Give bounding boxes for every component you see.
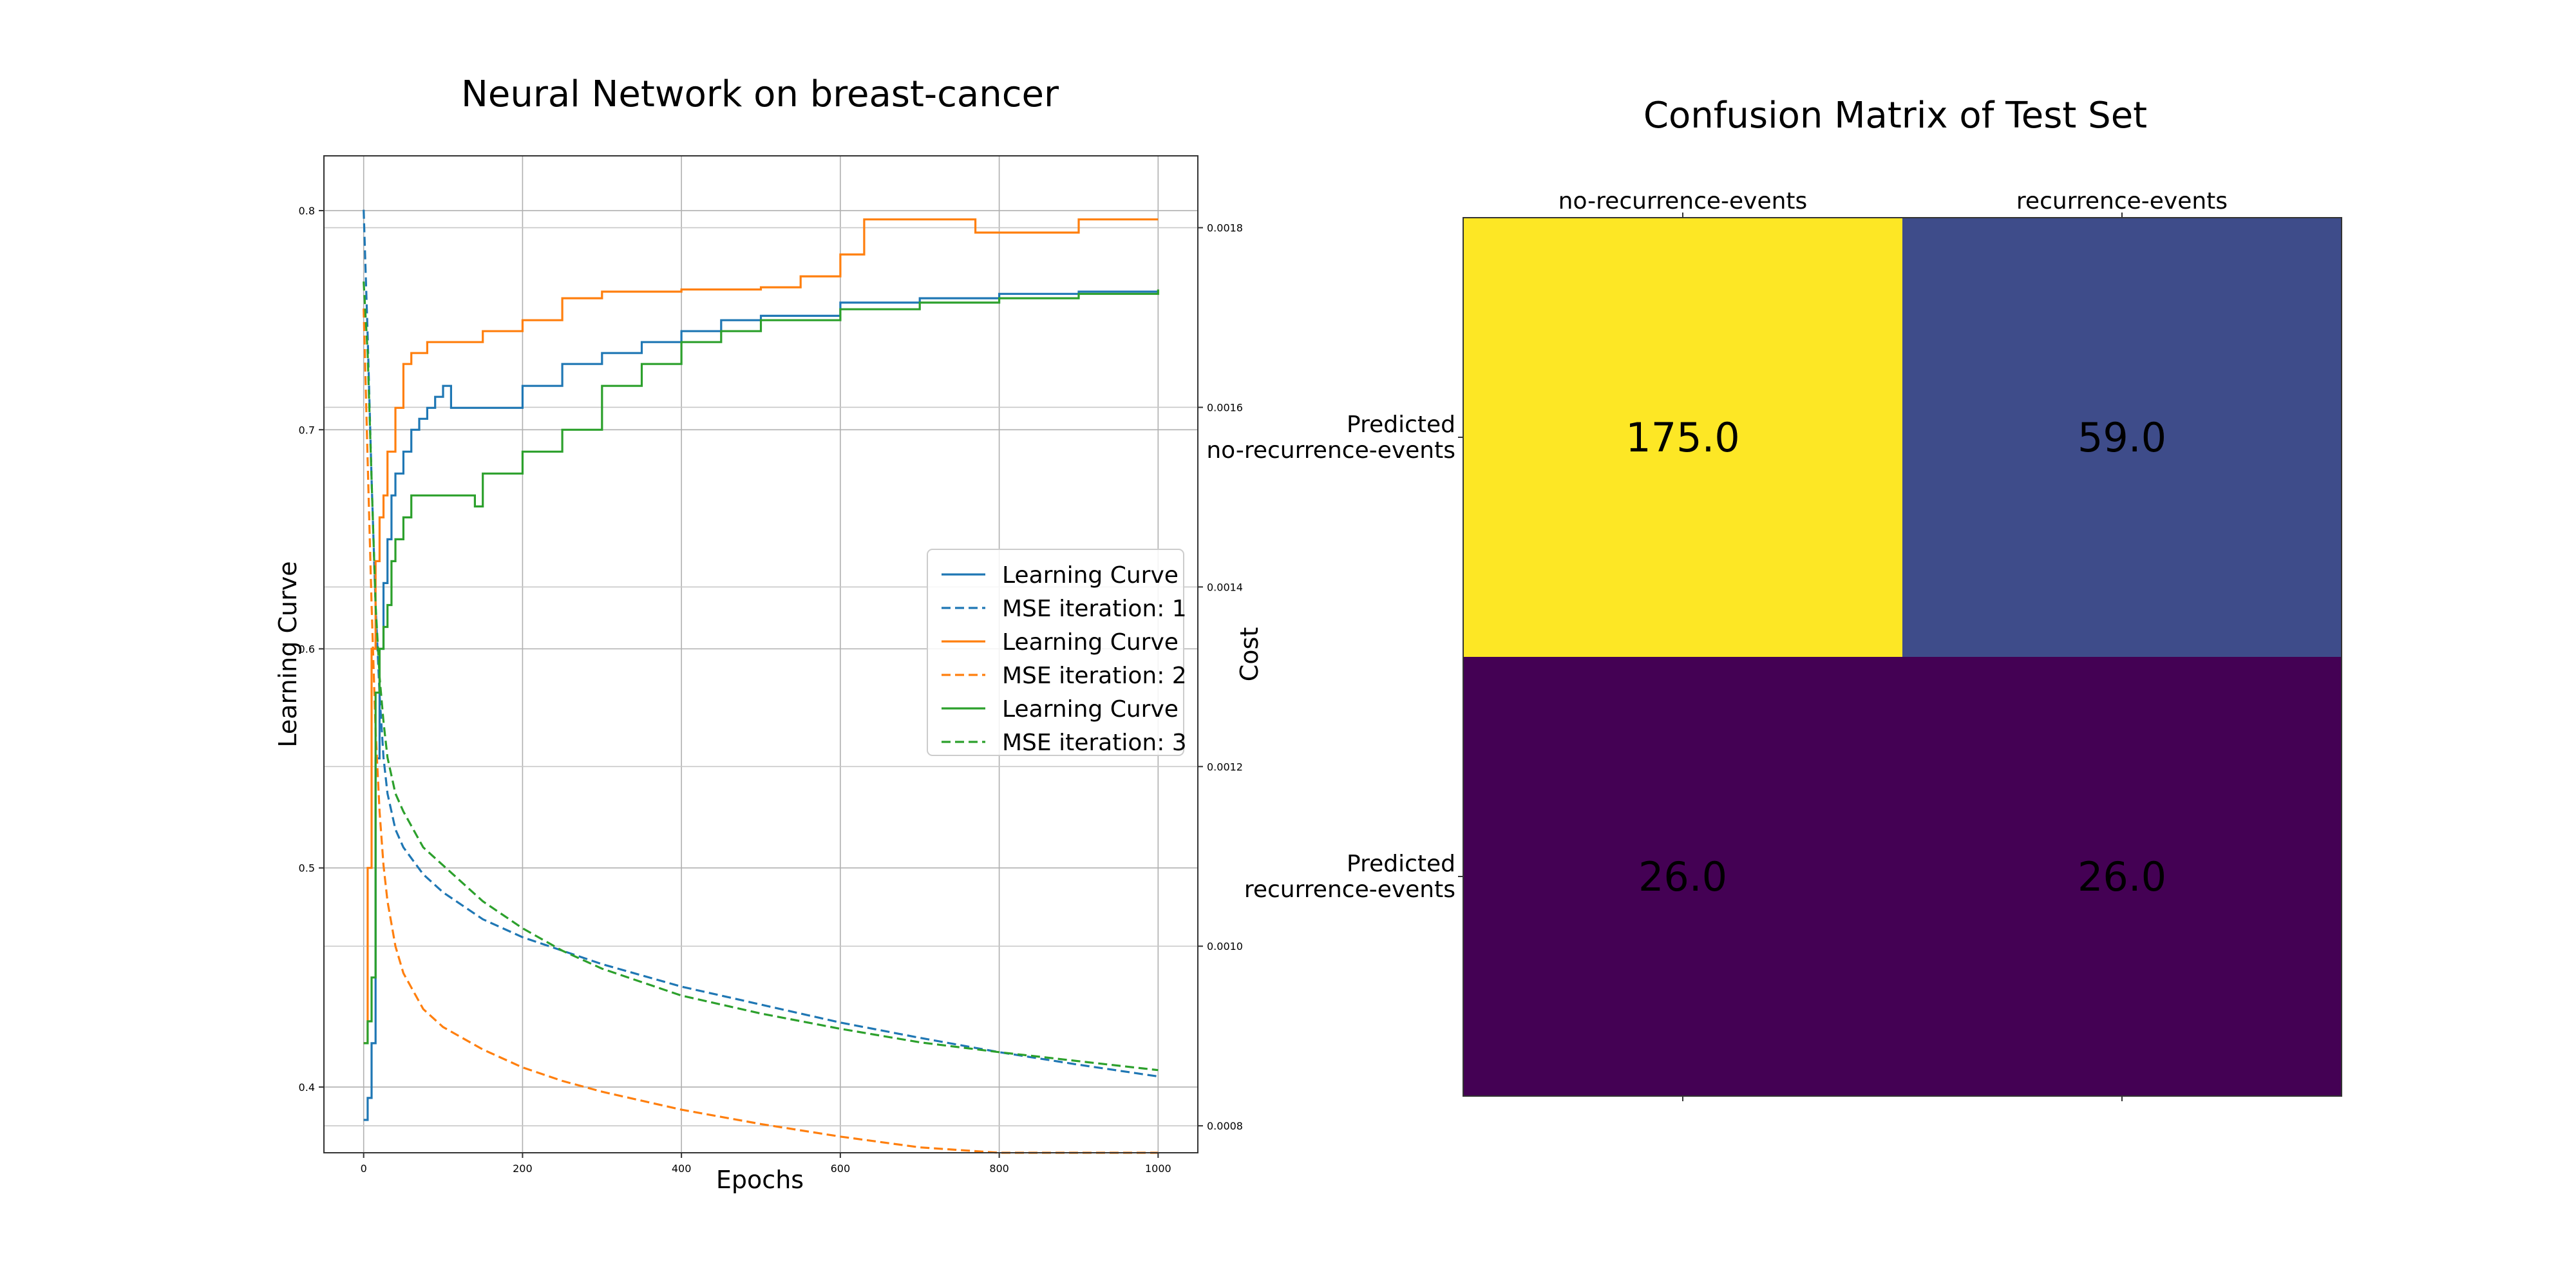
cm-cell (1902, 657, 2342, 1096)
confusion-matrix-chart: Confusion Matrix of Test Set 175.0 59.0 26… (1206, 95, 2342, 1101)
y-tick-label: 0.5 (299, 862, 315, 875)
y2-axis-label: Cost (1235, 627, 1264, 681)
y2-tick-label: 0.0010 (1207, 940, 1243, 952)
cm-row-label: Predicted no-recurrence-events (1206, 412, 1455, 464)
legend-label: MSE iteration: 1 (1002, 596, 1187, 622)
cm-cell-value: 59.0 (2078, 414, 2166, 461)
cm-cell (1902, 218, 2342, 657)
chart-title: Neural Network on breast-cancer (461, 73, 1059, 115)
y2-tick-label: 0.0008 (1207, 1120, 1243, 1132)
legend-label: Learning Curve (1002, 562, 1179, 589)
cm-cell (1463, 218, 1902, 657)
x-tick-label: 800 (989, 1162, 1009, 1175)
cm-cell-value: 26.0 (2078, 853, 2166, 900)
cm-cell-value: 175.0 (1625, 414, 1740, 461)
cm-frame (1463, 217, 2342, 1097)
learning-curve-chart: Neural Network on breast-cancer 0.40.50.… (274, 73, 1264, 1194)
x-tick-label: 600 (831, 1162, 851, 1175)
mse-line-2 (363, 308, 1159, 1154)
legend-label: MSE iteration: 3 (1002, 730, 1187, 756)
legend-label: Learning Curve (1002, 629, 1179, 656)
legend-box (927, 549, 1184, 756)
y-tick-label: 0.6 (299, 643, 315, 655)
x-axis-ticks: 0 200 400 600 800 1000 (361, 1153, 1171, 1175)
cm-cell-value: 26.0 (1638, 853, 1727, 900)
x-tick-label: 400 (672, 1162, 692, 1175)
cm-column-label: no-recurrence-events (1558, 188, 1808, 214)
x-tick-label: 200 (513, 1162, 533, 1175)
y2-tick-label: 0.0018 (1207, 222, 1243, 234)
y2-tick-label: 0.0014 (1207, 581, 1243, 593)
y-axis-label: Learning Curve (274, 561, 302, 747)
cm-column-label: recurrence-events (2016, 188, 2228, 214)
y-tick-label: 0.7 (299, 424, 315, 436)
series-layer (363, 209, 1159, 1154)
y2-tick-label: 0.0012 (1207, 761, 1243, 773)
y2-tick-label: 0.0016 (1207, 401, 1243, 413)
learning-curve-line-3 (363, 289, 1159, 1045)
y-axis-ticks: 0.4 0.5 0.6 0.7 0.8 (299, 205, 324, 1094)
mse-line-3 (363, 281, 1159, 1072)
x-axis-label: Epochs (716, 1166, 804, 1194)
legend: Learning Curve MSE iteration: 1 Learning C… (927, 549, 1187, 756)
plot-frame (323, 155, 1198, 1153)
y-tick-label: 0.8 (299, 205, 315, 217)
cm-title: Confusion Matrix of Test Set (1643, 95, 2147, 137)
legend-label: MSE iteration: 2 (1002, 663, 1187, 689)
legend-label: Learning Curve (1002, 696, 1179, 723)
cm-cell (1463, 657, 1902, 1096)
y-tick-label: 0.4 (299, 1081, 315, 1094)
x-tick-label: 1000 (1145, 1162, 1171, 1175)
cm-row-label: Predicted recurrence-events (1244, 851, 1455, 903)
x-tick-label: 0 (361, 1162, 367, 1175)
y2-axis-ticks: 0.0008 0.0010 0.0012 0.0014 0.0016 0.0018 (1198, 222, 1243, 1132)
learning-curve-line-2 (363, 218, 1159, 1045)
